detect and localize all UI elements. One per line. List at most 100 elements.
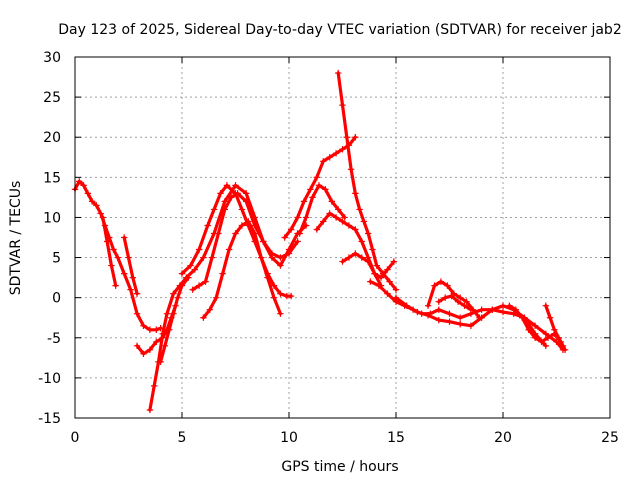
- data-point: [195, 282, 203, 289]
- data-point: [542, 330, 549, 337]
- data-point: [223, 182, 231, 189]
- data-point: [555, 334, 562, 341]
- data-point: [195, 246, 203, 253]
- data-point: [437, 278, 445, 285]
- data-point: [339, 258, 346, 265]
- y-tick-label: 0: [52, 291, 61, 307]
- series-trace-1: [71, 178, 164, 333]
- data-point: [307, 186, 314, 193]
- data-point: [178, 282, 186, 289]
- data-point: [153, 326, 160, 333]
- x-tick-labels: 0 5 10 15 20 25: [71, 430, 619, 446]
- data-point: [512, 306, 520, 313]
- data-point: [159, 330, 166, 337]
- data-point: [320, 158, 327, 165]
- data-point: [489, 306, 496, 313]
- data-point: [204, 222, 211, 229]
- series-line: [201, 219, 282, 320]
- data-point: [542, 342, 549, 349]
- data-point: [544, 334, 552, 341]
- data-point: [270, 282, 278, 289]
- data-point: [178, 270, 186, 277]
- data-point: [390, 258, 398, 265]
- data-point: [277, 262, 284, 269]
- y-axis-label: SDTVAR / TECUs: [8, 181, 24, 296]
- data-point: [251, 230, 258, 237]
- data-point: [243, 190, 250, 197]
- data-point: [360, 218, 368, 225]
- data-point: [431, 282, 438, 289]
- data-point: [386, 278, 393, 285]
- data-point: [347, 166, 355, 173]
- data-point: [345, 222, 353, 229]
- series-line: [122, 235, 139, 296]
- data-point: [219, 270, 226, 277]
- data-point: [322, 186, 329, 193]
- data-point: [264, 274, 271, 281]
- series-group: [71, 69, 569, 414]
- series-trace-5: [146, 182, 310, 414]
- data-point: [332, 150, 340, 157]
- data-point: [559, 342, 567, 349]
- data-point: [561, 346, 569, 354]
- data-point: [367, 278, 374, 285]
- data-point: [221, 206, 228, 213]
- data-point: [93, 202, 100, 209]
- data-point: [499, 308, 507, 316]
- data-point: [281, 234, 288, 241]
- series-line: [283, 135, 357, 240]
- data-point: [463, 298, 470, 305]
- data-point: [519, 314, 526, 321]
- data-point: [352, 190, 359, 197]
- data-point: [476, 314, 483, 321]
- data-point: [170, 310, 177, 317]
- data-point: [84, 190, 92, 197]
- x-tick-label: 15: [387, 430, 405, 446]
- data-point: [157, 358, 164, 366]
- data-point: [478, 306, 485, 313]
- series-line: [191, 191, 300, 292]
- data-point: [358, 238, 365, 245]
- data-point: [287, 292, 295, 300]
- data-point: [457, 314, 464, 321]
- data-point: [221, 198, 228, 205]
- data-point: [217, 190, 224, 197]
- data-point: [345, 254, 353, 261]
- series-trace-7: [178, 182, 295, 300]
- data-point: [213, 294, 220, 301]
- data-point: [185, 274, 192, 281]
- data-point: [202, 278, 209, 285]
- data-point: [352, 226, 359, 233]
- data-point: [424, 312, 432, 319]
- data-point: [163, 310, 171, 317]
- data-point: [358, 254, 365, 261]
- data-point: [133, 342, 141, 349]
- data-point: [133, 290, 141, 297]
- y-tick-label: 20: [43, 130, 61, 146]
- data-point: [103, 238, 111, 245]
- data-point: [392, 294, 400, 301]
- data-point: [208, 254, 216, 261]
- data-point: [108, 262, 115, 269]
- data-point: [121, 270, 128, 277]
- series-line: [101, 215, 118, 288]
- data-point: [243, 198, 250, 205]
- data-point: [114, 254, 121, 261]
- plot-frame: [74, 56, 611, 419]
- series-line: [368, 280, 565, 352]
- data-point: [215, 230, 222, 237]
- data-point: [506, 302, 513, 309]
- data-point: [339, 218, 346, 225]
- data-point: [245, 218, 252, 225]
- data-point: [442, 294, 449, 301]
- data-point: [225, 246, 233, 253]
- data-point: [320, 218, 327, 225]
- data-point: [174, 294, 181, 301]
- y-tick-label: -5: [47, 331, 61, 347]
- data-point: [287, 226, 295, 233]
- data-point: [129, 274, 136, 281]
- data-point: [257, 254, 265, 261]
- x-tick-label: 25: [601, 430, 619, 446]
- grid: [75, 57, 610, 418]
